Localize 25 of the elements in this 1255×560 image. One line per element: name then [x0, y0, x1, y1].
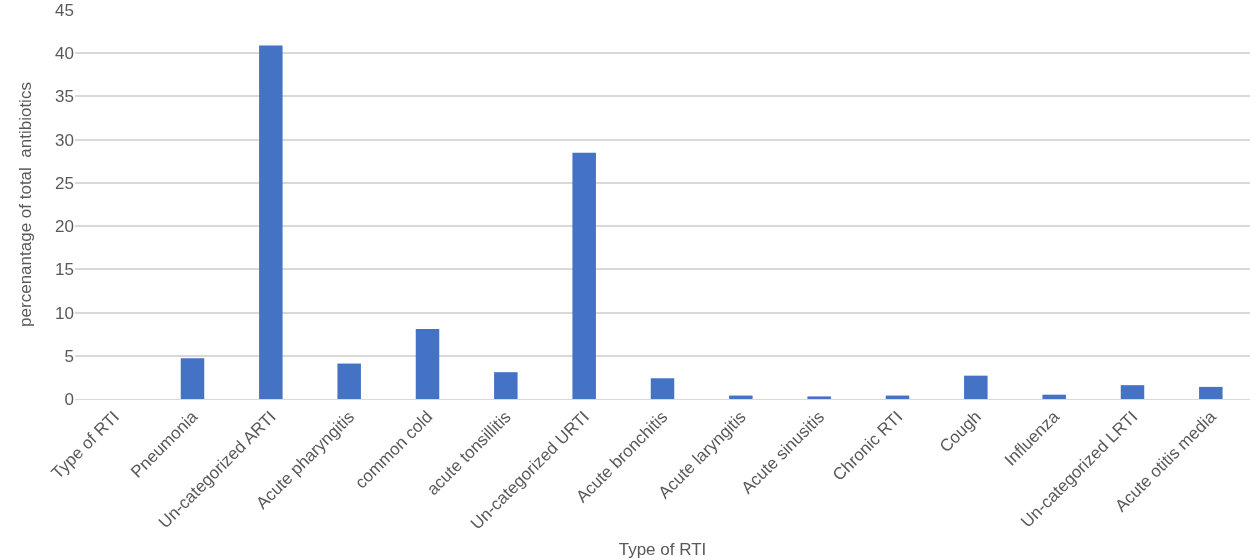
y-axis-title: percenantage of total antibiotics — [16, 82, 35, 327]
x-tick-label: Type of RTI — [47, 407, 124, 483]
y-tick-label: 45 — [55, 0, 74, 20]
y-tick-label: 10 — [55, 303, 74, 323]
bar — [1120, 385, 1145, 399]
bar — [650, 378, 675, 399]
bar — [259, 45, 283, 399]
y-tick-label: 40 — [55, 44, 74, 64]
y-tick-label: 5 — [64, 346, 74, 366]
y-tick-label: 15 — [55, 260, 74, 280]
y-tick-label: 0 — [64, 389, 74, 409]
y-tick-label: 25 — [55, 173, 74, 193]
bar — [964, 375, 988, 399]
y-tick-label: 30 — [55, 130, 74, 150]
bar — [415, 328, 440, 399]
bar — [1042, 394, 1066, 399]
bar — [572, 152, 596, 399]
bar — [337, 363, 361, 399]
y-tick-label: 20 — [55, 217, 74, 237]
bar — [807, 396, 831, 399]
bar — [1199, 386, 1223, 399]
y-tick-label: 35 — [55, 87, 74, 107]
bar — [180, 358, 205, 399]
bar — [494, 372, 518, 399]
x-axis-title: Type of RTI — [618, 539, 707, 559]
